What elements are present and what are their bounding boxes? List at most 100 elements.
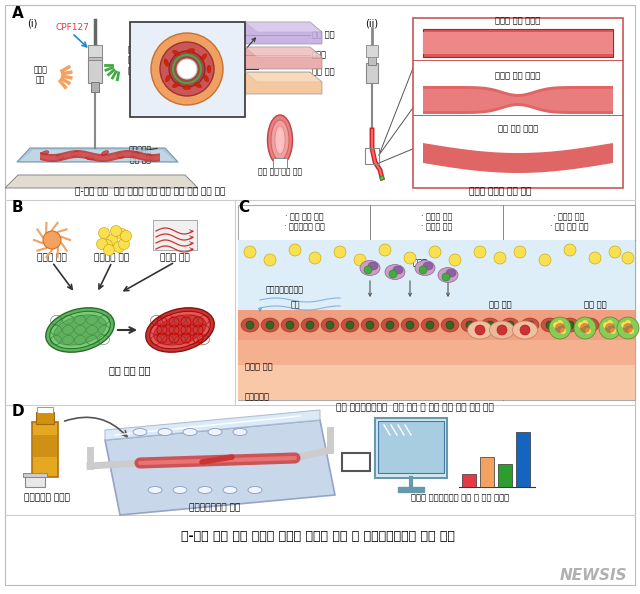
Ellipse shape [268, 115, 292, 165]
Circle shape [429, 246, 441, 258]
Circle shape [586, 321, 594, 329]
Circle shape [475, 325, 485, 335]
Circle shape [266, 321, 274, 329]
Circle shape [506, 321, 514, 329]
Circle shape [526, 321, 534, 329]
Text: 대식 세포: 대식 세포 [489, 301, 511, 309]
Text: 협착형 혈관 모사체: 협착형 혈관 모사체 [495, 71, 541, 81]
Ellipse shape [261, 318, 279, 332]
Circle shape [118, 239, 129, 249]
Ellipse shape [131, 152, 139, 156]
Ellipse shape [154, 315, 206, 345]
Circle shape [286, 321, 294, 329]
Circle shape [546, 321, 554, 329]
Circle shape [102, 239, 113, 251]
Circle shape [625, 320, 631, 326]
Bar [273, 158, 287, 168]
Ellipse shape [321, 318, 339, 332]
Bar [365, 148, 379, 164]
Circle shape [104, 245, 115, 255]
Ellipse shape [385, 264, 405, 280]
Ellipse shape [172, 50, 180, 55]
Text: 직선형 혈관 모사체: 직선형 혈관 모사체 [495, 17, 541, 26]
Circle shape [354, 254, 366, 266]
Polygon shape [5, 175, 198, 188]
Circle shape [494, 252, 506, 264]
Ellipse shape [150, 311, 211, 349]
Bar [238, 205, 635, 400]
Bar [342, 453, 370, 471]
Text: D: D [12, 403, 24, 419]
Circle shape [564, 244, 576, 256]
Ellipse shape [71, 152, 79, 156]
Text: 섬유아세포: 섬유아세포 [245, 393, 270, 402]
Ellipse shape [207, 65, 211, 73]
Bar [462, 474, 476, 487]
Ellipse shape [172, 83, 180, 88]
Ellipse shape [56, 155, 64, 159]
Ellipse shape [201, 53, 207, 61]
Ellipse shape [133, 428, 147, 435]
Circle shape [116, 229, 127, 239]
Ellipse shape [438, 267, 458, 283]
Ellipse shape [501, 318, 519, 332]
Circle shape [404, 252, 416, 264]
Bar [413, 18, 623, 188]
Ellipse shape [148, 486, 162, 494]
Ellipse shape [158, 428, 172, 435]
Bar [498, 464, 512, 487]
Circle shape [99, 228, 109, 239]
Text: 난류성 자극: 난류성 자극 [160, 254, 190, 263]
Text: 혈관
내피
세포: 혈관 내피 세포 [128, 45, 137, 75]
Text: 평활근: 평활근 [312, 50, 327, 59]
Ellipse shape [581, 318, 599, 332]
Ellipse shape [446, 269, 456, 277]
Ellipse shape [381, 318, 399, 332]
Text: CPF127: CPF127 [55, 24, 89, 33]
Circle shape [580, 323, 590, 333]
Circle shape [449, 254, 461, 266]
Ellipse shape [521, 318, 539, 332]
Text: NEWSIS: NEWSIS [560, 567, 628, 583]
Bar [238, 340, 635, 365]
Circle shape [555, 323, 565, 333]
Circle shape [419, 266, 427, 274]
Ellipse shape [401, 318, 419, 332]
Ellipse shape [198, 486, 212, 494]
Text: (ii): (ii) [365, 18, 378, 28]
Circle shape [446, 321, 454, 329]
Circle shape [426, 321, 434, 329]
Circle shape [346, 321, 354, 329]
Ellipse shape [164, 59, 169, 67]
Ellipse shape [461, 318, 479, 332]
Text: 염증성 자극: 염증성 자극 [37, 254, 67, 263]
Circle shape [366, 321, 374, 329]
Ellipse shape [415, 261, 435, 276]
Ellipse shape [173, 486, 187, 494]
Ellipse shape [208, 428, 222, 435]
Text: A: A [12, 7, 24, 21]
Circle shape [364, 266, 372, 274]
Circle shape [585, 328, 591, 334]
Ellipse shape [421, 318, 439, 332]
Text: 섬유아세포
함유 베스: 섬유아세포 함유 베스 [129, 146, 152, 165]
Bar [37, 407, 53, 413]
Bar [516, 432, 530, 487]
Bar [366, 63, 378, 83]
Circle shape [549, 317, 571, 339]
Bar [88, 58, 102, 83]
Ellipse shape [341, 318, 359, 332]
Bar [423, 32, 613, 54]
Circle shape [582, 320, 588, 326]
Circle shape [605, 323, 615, 333]
Ellipse shape [467, 321, 493, 339]
Circle shape [43, 231, 61, 249]
Bar [32, 422, 58, 477]
Ellipse shape [45, 308, 115, 352]
Polygon shape [105, 410, 320, 440]
Circle shape [617, 317, 639, 339]
Ellipse shape [481, 318, 499, 332]
Text: C: C [238, 201, 249, 216]
Bar [23, 473, 47, 477]
Text: 다양한 모양의 혈관 제작: 다양한 모양의 혈관 제작 [469, 188, 531, 197]
